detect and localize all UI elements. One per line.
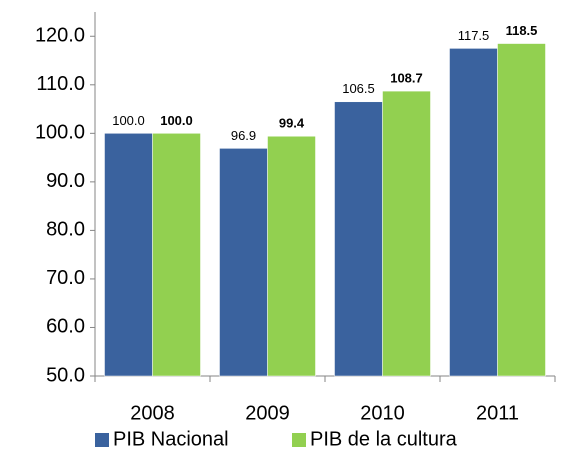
value-label: 100.0 <box>112 113 145 128</box>
bar <box>104 133 153 377</box>
bar <box>219 148 268 377</box>
x-tick-label: 2008 <box>130 402 175 424</box>
bar <box>449 48 498 377</box>
x-tick-label: 2009 <box>245 402 290 424</box>
value-label: 118.5 <box>506 23 538 38</box>
legend-swatch <box>95 433 109 447</box>
value-label: 108.7 <box>390 71 423 86</box>
legend-label: PIB de la cultura <box>310 428 458 450</box>
bar <box>382 90 431 377</box>
legend-swatch <box>292 433 306 447</box>
y-tick-label: 90.0 <box>46 170 85 192</box>
bar <box>152 133 201 377</box>
y-tick-label: 100.0 <box>35 122 85 144</box>
y-tick-label: 110.0 <box>36 73 85 95</box>
y-tick-label: 60.0 <box>46 316 85 338</box>
legend-label: PIB Nacional <box>113 428 229 450</box>
y-tick-label: 80.0 <box>46 219 85 241</box>
value-label: 106.5 <box>342 81 375 96</box>
value-label: 96.9 <box>231 128 256 143</box>
bar <box>267 135 316 377</box>
y-tick-label: 70.0 <box>46 267 85 289</box>
x-tick-label: 2010 <box>360 402 405 424</box>
y-tick-label: 120.0 <box>35 25 85 47</box>
bar <box>497 43 546 377</box>
bar <box>334 101 383 377</box>
y-tick-label: 50.0 <box>46 364 85 386</box>
value-label: 100.0 <box>160 113 193 128</box>
x-tick-label: 2011 <box>476 402 519 424</box>
value-label: 117.5 <box>458 28 490 43</box>
value-label: 99.4 <box>279 116 305 131</box>
